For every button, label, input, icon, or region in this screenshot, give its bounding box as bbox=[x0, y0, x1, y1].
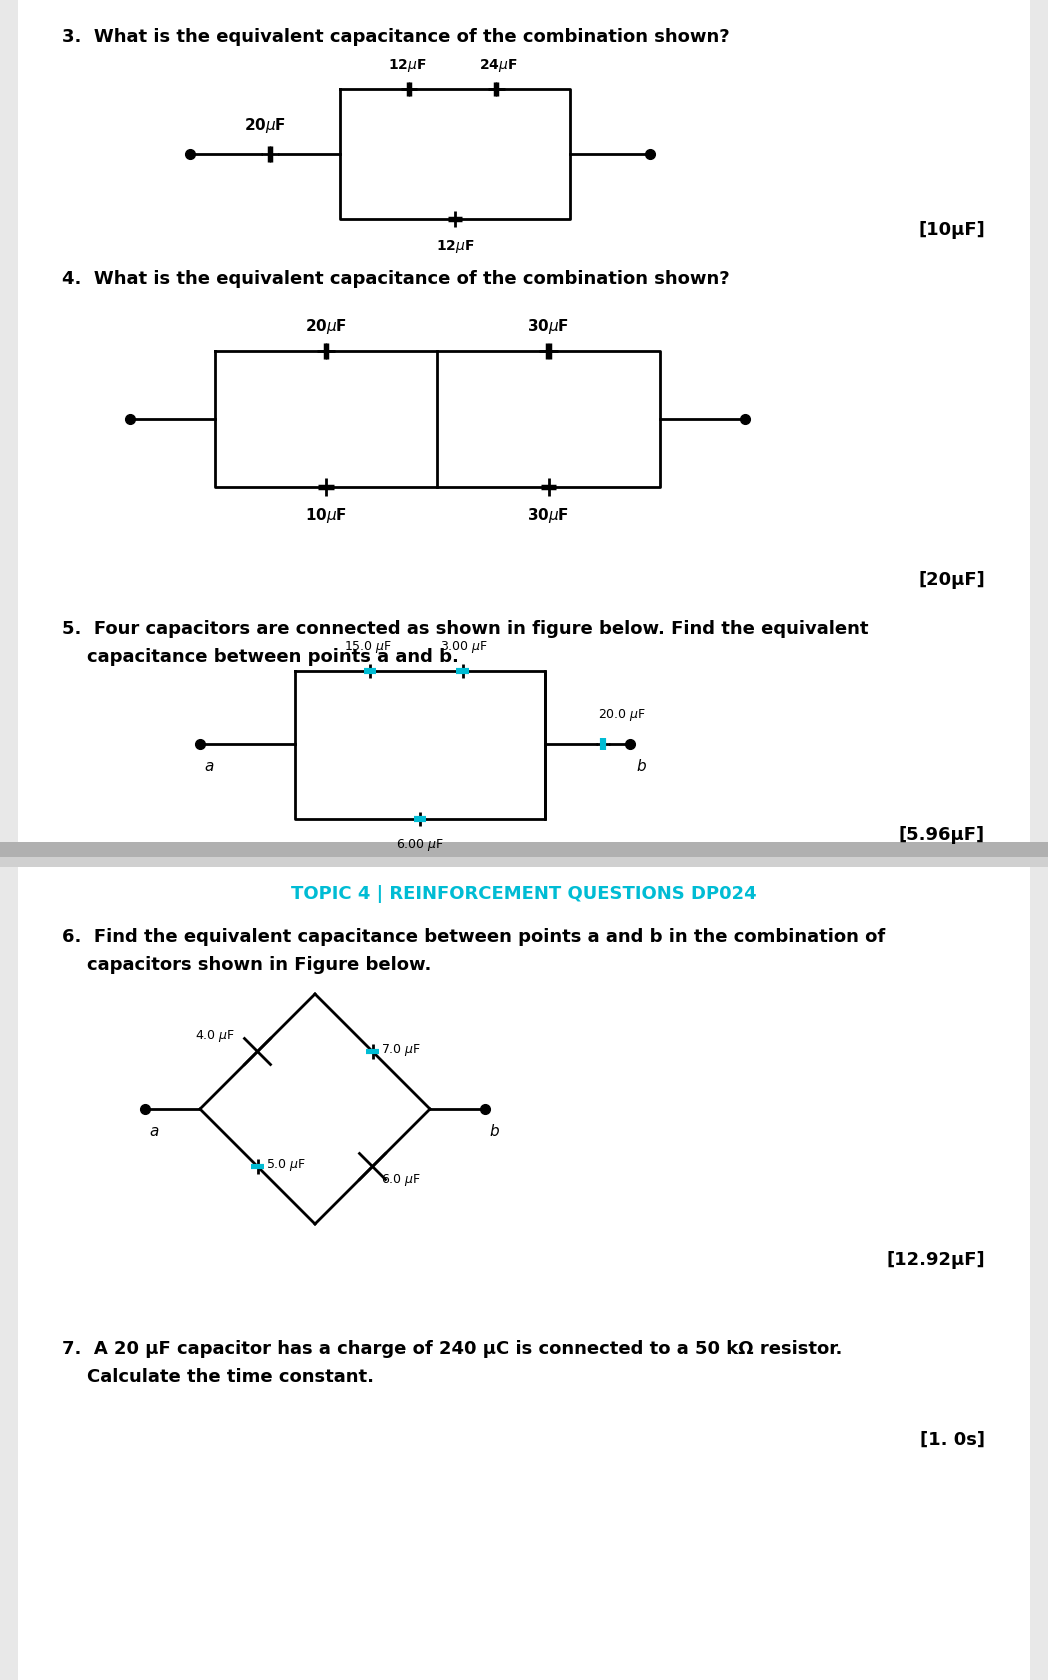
Text: capacitors shown in Figure below.: capacitors shown in Figure below. bbox=[62, 956, 432, 973]
Text: 4.  What is the equivalent capacitance of the combination shown?: 4. What is the equivalent capacitance of… bbox=[62, 270, 729, 287]
Text: a: a bbox=[149, 1124, 158, 1139]
Text: [5.96μF]: [5.96μF] bbox=[899, 825, 985, 843]
Bar bbox=[0, 857, 1048, 867]
Text: 3.00 $\mu$F: 3.00 $\mu$F bbox=[440, 638, 488, 655]
Text: 7.0 $\mu$F: 7.0 $\mu$F bbox=[380, 1042, 420, 1058]
Text: 4.0 $\mu$F: 4.0 $\mu$F bbox=[195, 1028, 236, 1043]
Text: 6.0 $\mu$F: 6.0 $\mu$F bbox=[380, 1173, 420, 1188]
Text: b: b bbox=[489, 1124, 499, 1139]
Text: 6.  Find the equivalent capacitance between points a and b in the combination of: 6. Find the equivalent capacitance betwe… bbox=[62, 927, 886, 946]
Text: 12$\mu$F: 12$\mu$F bbox=[388, 57, 427, 74]
Text: 20$\mu$F: 20$\mu$F bbox=[244, 116, 286, 134]
Bar bbox=[0, 842, 1048, 857]
Text: 7.  A 20 μF capacitor has a charge of 240 μC is connected to a 50 kΩ resistor.: 7. A 20 μF capacitor has a charge of 240… bbox=[62, 1339, 843, 1357]
Text: [1. 0s]: [1. 0s] bbox=[920, 1430, 985, 1448]
Text: [20μF]: [20μF] bbox=[918, 571, 985, 588]
Text: 3.  What is the equivalent capacitance of the combination shown?: 3. What is the equivalent capacitance of… bbox=[62, 29, 729, 45]
Text: b: b bbox=[636, 759, 646, 773]
Text: 30$\mu$F: 30$\mu$F bbox=[527, 318, 569, 336]
Text: 10$\mu$F: 10$\mu$F bbox=[305, 506, 347, 524]
Text: 30$\mu$F: 30$\mu$F bbox=[527, 506, 569, 524]
Text: a: a bbox=[204, 759, 214, 773]
Text: 5.  Four capacitors are connected as shown in figure below. Find the equivalent: 5. Four capacitors are connected as show… bbox=[62, 620, 869, 638]
Text: TOPIC 4 | REINFORCEMENT QUESTIONS DP024: TOPIC 4 | REINFORCEMENT QUESTIONS DP024 bbox=[291, 884, 757, 902]
Text: 12$\mu$F: 12$\mu$F bbox=[436, 239, 475, 255]
Text: capacitance between points a and b.: capacitance between points a and b. bbox=[62, 647, 459, 665]
Text: 5.0 $\mu$F: 5.0 $\mu$F bbox=[265, 1158, 306, 1173]
Text: [10μF]: [10μF] bbox=[918, 220, 985, 239]
Text: 24$\mu$F: 24$\mu$F bbox=[479, 57, 518, 74]
Text: 20$\mu$F: 20$\mu$F bbox=[305, 318, 347, 336]
Text: Calculate the time constant.: Calculate the time constant. bbox=[62, 1368, 374, 1386]
Text: 15.0 $\mu$F: 15.0 $\mu$F bbox=[344, 638, 392, 655]
Text: 6.00 $\mu$F: 6.00 $\mu$F bbox=[396, 837, 444, 852]
Bar bbox=[18, 867, 1030, 1680]
Text: 20.0 $\mu$F: 20.0 $\mu$F bbox=[598, 707, 647, 722]
Text: [12.92μF]: [12.92μF] bbox=[887, 1250, 985, 1268]
Bar bbox=[18, 0, 1030, 842]
